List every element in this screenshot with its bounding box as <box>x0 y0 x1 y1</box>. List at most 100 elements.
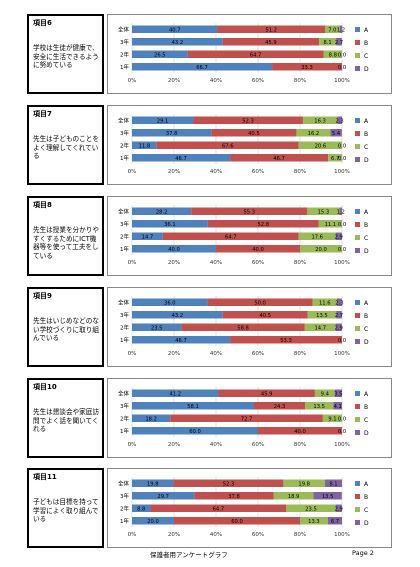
data-label: 64.7 <box>250 52 262 58</box>
bar-segment-C <box>323 50 342 58</box>
bar-segment-A <box>132 245 216 253</box>
bar-segment-B <box>156 141 299 149</box>
category-label: 2年 <box>120 415 129 423</box>
x-tick-label: 60% <box>252 442 264 448</box>
bar-segment-B <box>258 427 342 435</box>
data-label: 0.0 <box>338 429 346 435</box>
item-number: 項目6 <box>33 19 52 27</box>
bar-segment-B <box>174 517 300 525</box>
data-label: 40.5 <box>259 313 271 319</box>
legend-swatch <box>355 235 360 240</box>
legend-swatch <box>355 300 360 305</box>
bar-segment-A <box>132 207 192 215</box>
bar-segment-C <box>300 245 342 253</box>
data-label: 41.2 <box>169 391 181 397</box>
legend-label: B <box>364 404 368 411</box>
data-label: 37.8 <box>166 131 178 137</box>
data-label: 18.2 <box>145 416 157 422</box>
legend-label: A <box>364 391 369 398</box>
category-label: 3年 <box>120 220 129 228</box>
legend-swatch <box>355 131 360 136</box>
question-text: 学校は生徒が健康で、安全に生活できるように努めている <box>33 44 99 70</box>
bar-segment-C <box>305 402 334 410</box>
data-label: 43.2 <box>172 313 184 319</box>
x-tick-label: 100% <box>334 169 350 175</box>
bar-segment-C <box>273 492 314 500</box>
data-label: 55.3 <box>244 209 256 215</box>
x-tick-label: 100% <box>334 442 350 448</box>
data-label: 16.2 <box>308 131 320 137</box>
bar-segment-A <box>132 414 171 422</box>
category-label: 全体 <box>118 480 130 488</box>
data-label: 0.0 <box>338 247 346 253</box>
legend-swatch <box>355 157 360 162</box>
x-tick-label: 40% <box>210 169 222 175</box>
bar-segment-B <box>218 389 315 397</box>
legend-label: C <box>364 235 368 242</box>
bar-segment-D <box>336 38 342 46</box>
question-box: 項目8 先生は授業を分かりやすくするためにICT機器等を使って工夫をしている <box>27 196 104 276</box>
legend-swatch <box>355 40 360 45</box>
legend-swatch <box>355 507 360 512</box>
data-label: 9.4 <box>321 391 330 397</box>
legend-label: C <box>364 507 368 514</box>
bar-segment-C <box>296 129 331 137</box>
legend-label: A <box>364 209 369 216</box>
legend-label: B <box>364 494 368 501</box>
data-label: 6.7 <box>331 519 339 525</box>
data-label: 5.4 <box>332 131 341 137</box>
data-label: 20.0 <box>147 519 159 525</box>
x-tick-label: 60% <box>252 260 264 266</box>
chart-box: 0% 20% 40% 60% 80% 100% 全体 36.0 50.0 11.6 2.3 3年 43.… <box>107 287 392 367</box>
category-label: 3年 <box>120 492 129 500</box>
bar-segment-B <box>162 232 299 240</box>
data-label: 8.8 <box>329 52 337 58</box>
x-tick-label: 0% <box>128 532 137 538</box>
question-box: 項目9 先生はいじめなどのない学校づくりに取り組んでいる <box>27 287 104 367</box>
legend-label: D <box>364 248 369 255</box>
data-label: 64.7 <box>225 234 237 240</box>
bar-segment-A <box>132 129 212 137</box>
data-label: 9.1 <box>328 416 336 422</box>
data-label: 23.5 <box>151 325 163 331</box>
page-number: Page 2 <box>352 549 374 557</box>
legend-swatch <box>355 326 360 331</box>
data-label: 26.5 <box>154 52 166 58</box>
item-number: 項目8 <box>33 201 52 209</box>
section-item: 項目9 先生はいじめなどのない学校づくりに取り組んでいる 0% 20% 40% 60% 80… <box>0 287 420 369</box>
category-label: 3年 <box>120 311 129 319</box>
data-label: 40.0 <box>252 247 264 253</box>
x-tick-label: 0% <box>128 351 137 357</box>
stacked-bar-chart: 0% 20% 40% 60% 80% 100% 全体 40.7 51.2 7.0 1.2 3年 43.2… <box>118 23 369 84</box>
data-label: 50.0 <box>254 300 266 306</box>
bar-segment-D <box>313 492 342 500</box>
legend-label: A <box>364 118 369 125</box>
x-tick-label: 0% <box>128 442 137 448</box>
bar-segment-D <box>327 517 342 525</box>
data-label: 0.0 <box>338 416 346 422</box>
bar-segment-A <box>132 492 195 500</box>
bar-segment-A <box>132 232 163 240</box>
legend-label: D <box>364 520 369 527</box>
data-label: 24.3 <box>274 404 286 410</box>
bar-segment-C <box>298 232 336 240</box>
data-label: 6.7 <box>331 156 339 162</box>
data-label: 11.1 <box>325 222 337 228</box>
bar-segment-B <box>181 323 305 331</box>
bar-segment-A <box>132 63 273 71</box>
bar-segment-A <box>132 311 223 319</box>
data-label: 4.1 <box>334 404 342 410</box>
bar-segment-C <box>283 479 325 487</box>
section-item: 項目6 学校は生徒が健康で、安全に生活できるように努めている 0% 20% 40% 60%… <box>0 14 420 96</box>
data-label: 72.7 <box>241 416 253 422</box>
category-label: 全体 <box>118 299 130 307</box>
legend-swatch <box>355 417 360 422</box>
bar-segment-B <box>194 492 274 500</box>
legend-swatch <box>355 430 360 435</box>
bar-segment-C <box>322 414 342 422</box>
bar-segment-B <box>216 245 300 253</box>
bar-segment-D <box>339 207 342 215</box>
data-label: 46.7 <box>273 156 285 162</box>
bar-segment-C <box>304 323 336 331</box>
section-item: 項目11 子どもは目標を持って学習によく取り組んでいる 0% 20% 40% 60% 80%… <box>0 468 420 550</box>
